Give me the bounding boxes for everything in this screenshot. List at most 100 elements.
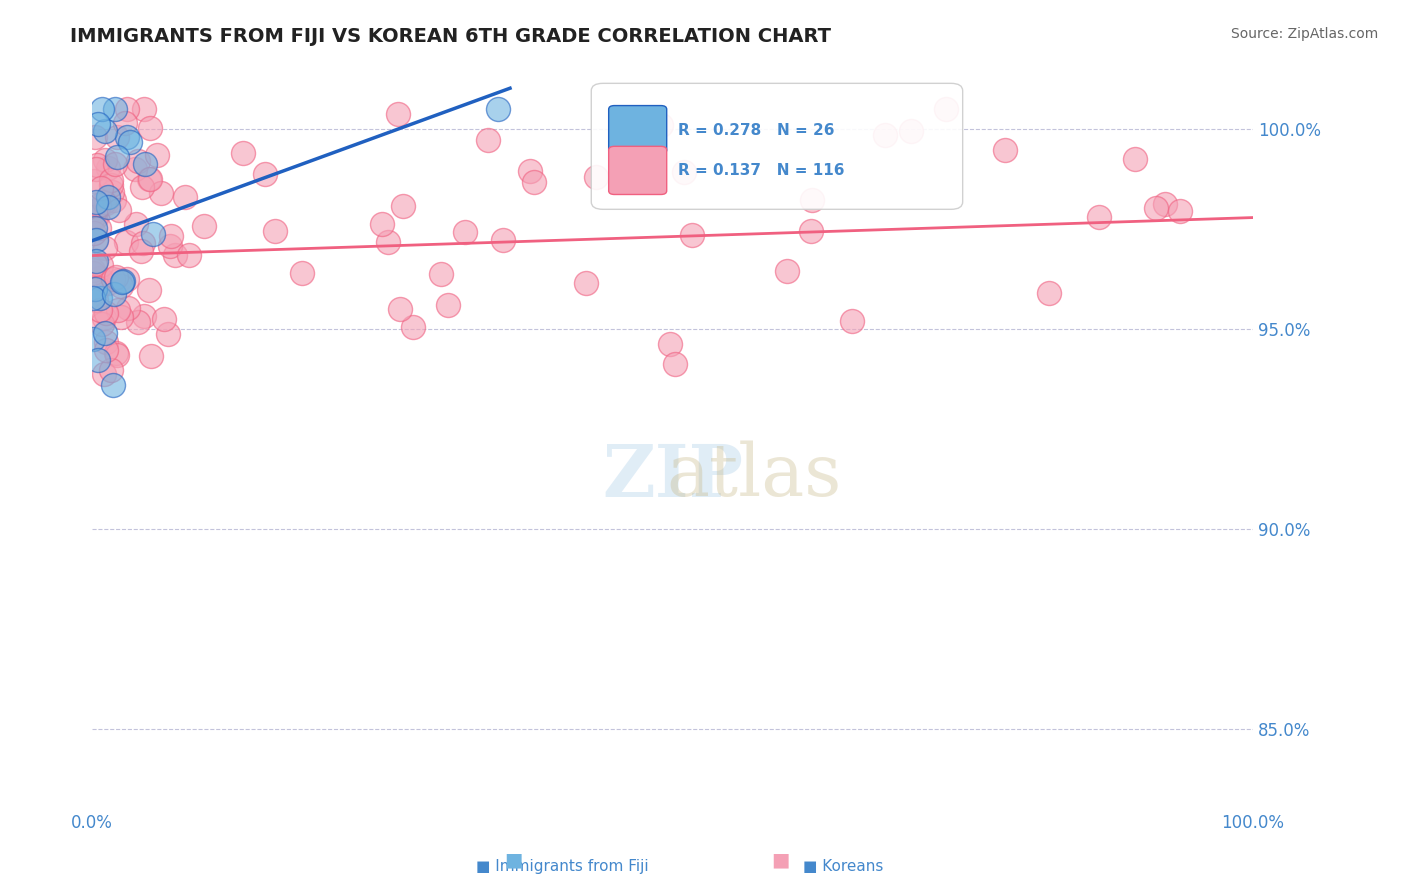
Point <box>138 172 160 186</box>
Point <box>83 173 105 187</box>
Point <box>100 178 122 193</box>
Point <box>115 272 138 286</box>
Point <box>84 220 107 235</box>
Point <box>232 146 254 161</box>
Point <box>97 190 120 204</box>
Point <box>118 135 141 149</box>
Point <box>105 348 128 362</box>
Text: ■ Koreans: ■ Koreans <box>803 859 884 874</box>
Point <box>127 154 149 169</box>
Point <box>94 124 117 138</box>
Text: R = 0.137   N = 116: R = 0.137 N = 116 <box>678 163 845 178</box>
Point <box>110 310 132 324</box>
Point <box>152 312 174 326</box>
Point <box>87 353 110 368</box>
Point <box>96 276 118 290</box>
Point <box>173 190 195 204</box>
Point <box>935 102 957 116</box>
Point <box>658 336 681 351</box>
Point <box>377 235 399 250</box>
Point <box>84 254 107 268</box>
Point <box>97 161 120 175</box>
Point <box>650 119 672 133</box>
Point <box>93 195 115 210</box>
Point <box>84 162 107 177</box>
Point <box>117 301 139 315</box>
Point <box>87 117 110 131</box>
Text: atlas: atlas <box>666 441 841 511</box>
Point <box>371 217 394 231</box>
Point <box>1154 197 1177 211</box>
Point <box>90 180 112 194</box>
Point <box>486 102 509 116</box>
Point <box>83 129 105 144</box>
Point <box>519 163 541 178</box>
Point <box>84 257 107 271</box>
Point <box>142 227 165 241</box>
Point <box>93 368 115 382</box>
Point <box>82 291 104 305</box>
Point <box>389 302 412 317</box>
Point <box>89 303 111 318</box>
Point <box>157 326 180 341</box>
Point <box>131 179 153 194</box>
Point <box>104 345 127 359</box>
FancyBboxPatch shape <box>609 105 666 153</box>
Point <box>193 219 215 234</box>
Point <box>94 326 117 340</box>
Point <box>96 343 118 357</box>
Point <box>86 293 108 308</box>
Point <box>453 225 475 239</box>
Point <box>387 107 409 121</box>
Point <box>392 199 415 213</box>
Point <box>115 235 138 249</box>
Point <box>146 147 169 161</box>
Point <box>117 102 139 116</box>
Text: ■: ■ <box>770 851 790 870</box>
Point <box>86 209 108 223</box>
Point <box>90 258 112 272</box>
Point <box>100 363 122 377</box>
Point <box>1123 152 1146 166</box>
Text: Source: ZipAtlas.com: Source: ZipAtlas.com <box>1230 27 1378 41</box>
Point <box>100 173 122 187</box>
Point <box>873 128 896 142</box>
Point <box>91 317 114 331</box>
Point <box>111 275 134 289</box>
Point <box>108 273 131 287</box>
Text: ■ Immigrants from Fiji: ■ Immigrants from Fiji <box>477 859 648 874</box>
Point <box>672 164 695 178</box>
Point <box>103 193 125 207</box>
Point <box>94 195 117 210</box>
Point <box>112 274 135 288</box>
Point <box>86 158 108 172</box>
Point <box>994 143 1017 157</box>
Point <box>97 200 120 214</box>
Point <box>108 202 131 217</box>
Point <box>477 133 499 147</box>
Text: ZIP: ZIP <box>602 441 742 512</box>
Point <box>138 172 160 186</box>
Point <box>139 350 162 364</box>
FancyBboxPatch shape <box>609 146 666 194</box>
Point <box>89 221 111 235</box>
Point <box>83 226 105 240</box>
Point <box>801 194 824 208</box>
Point <box>900 124 922 138</box>
Point <box>82 263 104 277</box>
Point <box>103 287 125 301</box>
Point <box>290 266 312 280</box>
Point <box>127 315 149 329</box>
Point <box>1088 210 1111 224</box>
Point <box>124 162 146 177</box>
Point <box>132 102 155 116</box>
Point <box>841 314 863 328</box>
Point <box>1144 201 1167 215</box>
Point <box>84 282 107 296</box>
Point <box>264 224 287 238</box>
Point <box>105 129 128 144</box>
Point <box>177 248 200 262</box>
Point <box>96 334 118 349</box>
Point <box>94 306 117 320</box>
Point <box>138 120 160 135</box>
